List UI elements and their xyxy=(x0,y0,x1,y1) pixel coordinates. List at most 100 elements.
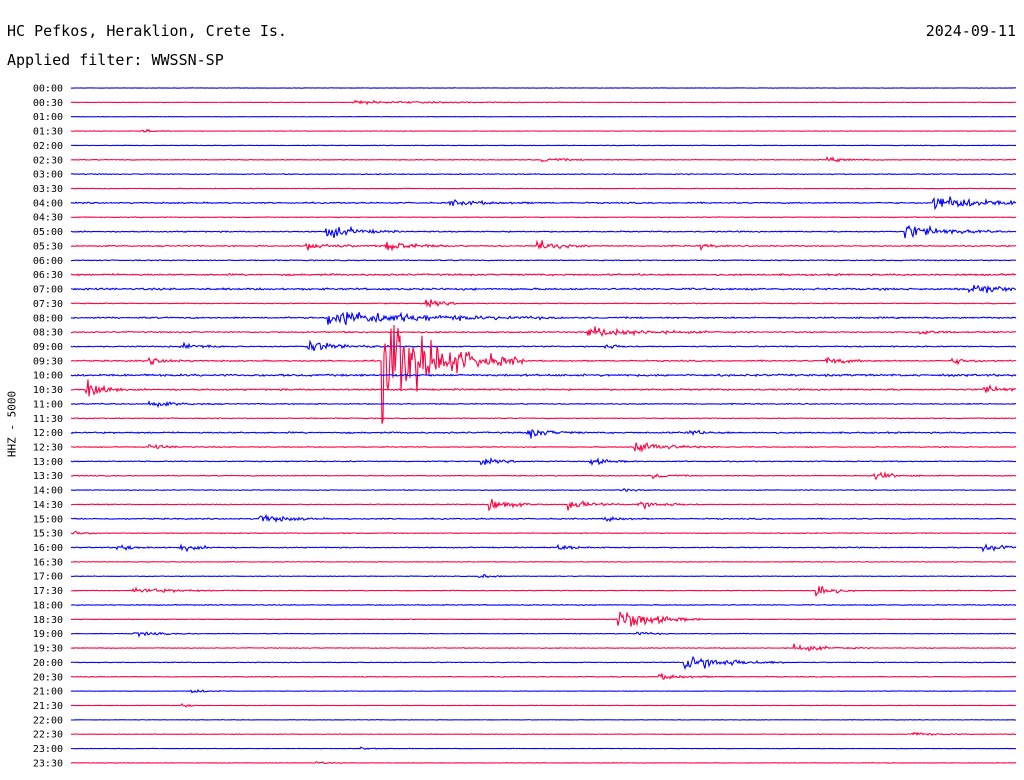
row-label-1300: 13:00 xyxy=(33,457,63,468)
row-label-1900: 19:00 xyxy=(33,629,63,640)
trace-row-1130 xyxy=(70,417,1017,420)
trace-row-1200 xyxy=(70,429,1017,439)
row-label-1230: 12:30 xyxy=(33,443,63,454)
trace-row-1400 xyxy=(70,487,1017,492)
row-label-2000: 20:00 xyxy=(33,658,63,669)
trace-row-0900 xyxy=(70,339,1017,352)
trace-row-1830 xyxy=(70,611,1017,627)
row-label-1430: 14:30 xyxy=(33,500,63,511)
trace-row-0730 xyxy=(70,299,1017,309)
row-label-0200: 02:00 xyxy=(33,141,63,152)
trace-row-1930 xyxy=(70,643,1017,652)
row-label-1600: 16:00 xyxy=(33,543,63,554)
trace-row-0530 xyxy=(70,239,1017,252)
trace-row-1700 xyxy=(70,573,1017,579)
row-label-2100: 21:00 xyxy=(33,687,63,698)
trace-row-0700 xyxy=(70,284,1017,294)
trace-row-1330 xyxy=(70,470,1017,481)
row-label-0830: 08:30 xyxy=(33,328,63,339)
filter-label: Applied filter: WWSSN-SP xyxy=(7,51,224,69)
trace-row-0800 xyxy=(70,311,1017,326)
row-label-1700: 17:00 xyxy=(33,572,63,583)
row-label-0500: 05:00 xyxy=(33,227,63,238)
row-label-2200: 22:00 xyxy=(33,715,63,726)
trace-row-0130 xyxy=(70,128,1017,133)
trace-row-0600 xyxy=(70,259,1017,262)
date-label: 2024-09-11 xyxy=(925,22,1016,40)
row-label-0800: 08:00 xyxy=(33,313,63,324)
row-label-0100: 01:00 xyxy=(33,112,63,123)
row-label-1000: 10:00 xyxy=(33,371,63,382)
trace-row-2100 xyxy=(70,688,1017,694)
trace-row-0430 xyxy=(70,216,1017,219)
row-labels: 00:00 00:30 01:00 01:30 02:00 02:30 03:00 03:30… xyxy=(33,84,63,770)
trace-row-0400 xyxy=(70,196,1017,211)
trace-row-0830 xyxy=(70,326,1017,338)
trace-row-0330 xyxy=(70,187,1017,190)
row-label-2330: 23:30 xyxy=(33,758,63,769)
trace-row-2200 xyxy=(70,718,1017,721)
row-label-1830: 18:30 xyxy=(33,615,63,626)
trace-row-0000 xyxy=(70,87,1017,89)
trace-row-2300 xyxy=(70,746,1017,750)
trace-row-1730 xyxy=(70,585,1017,597)
row-label-1400: 14:00 xyxy=(33,486,63,497)
row-label-1730: 17:30 xyxy=(33,586,63,597)
trace-row-2230 xyxy=(70,731,1017,737)
trace-row-1100 xyxy=(70,400,1017,409)
trace-row-1630 xyxy=(70,560,1017,563)
trace-row-0230 xyxy=(70,156,1017,163)
row-label-2230: 22:30 xyxy=(33,730,63,741)
row-label-0600: 06:00 xyxy=(33,256,63,267)
row-label-1130: 11:30 xyxy=(33,414,63,425)
trace-row-1900 xyxy=(70,631,1017,638)
row-label-0130: 01:30 xyxy=(33,127,63,138)
row-label-0930: 09:30 xyxy=(33,356,63,367)
row-label-0330: 03:30 xyxy=(33,184,63,195)
row-label-1500: 15:00 xyxy=(33,514,63,525)
row-label-0030: 00:30 xyxy=(33,98,63,109)
row-label-0900: 09:00 xyxy=(33,342,63,353)
trace-row-1300 xyxy=(70,456,1017,466)
trace-row-1530 xyxy=(70,530,1017,535)
row-label-0400: 04:00 xyxy=(33,198,63,209)
trace-row-1000 xyxy=(70,373,1017,378)
row-label-1330: 13:30 xyxy=(33,471,63,482)
trace-row-0030 xyxy=(70,99,1017,106)
trace-rows xyxy=(70,87,1017,765)
trace-row-1030 xyxy=(70,379,1017,397)
trace-row-0200 xyxy=(70,144,1017,147)
trace-row-1800 xyxy=(70,603,1017,607)
row-label-0230: 02:30 xyxy=(33,155,63,166)
trace-row-2130 xyxy=(71,702,1017,708)
trace-row-2000 xyxy=(70,655,1017,671)
row-label-1800: 18:00 xyxy=(33,600,63,611)
trace-row-1430 xyxy=(70,499,1017,512)
station-title: HC Pefkos, Heraklion, Crete Is. xyxy=(7,22,287,40)
row-label-1200: 12:00 xyxy=(33,428,63,439)
row-label-2130: 21:30 xyxy=(33,701,63,712)
row-label-1930: 19:30 xyxy=(33,644,63,655)
trace-row-1230 xyxy=(70,442,1017,453)
trace-row-0630 xyxy=(70,272,1017,277)
trace-row-0930 xyxy=(70,325,1017,424)
row-label-0430: 04:30 xyxy=(33,213,63,224)
row-label-1630: 16:30 xyxy=(33,557,63,568)
row-label-0530: 05:30 xyxy=(33,241,63,252)
row-label-2300: 23:00 xyxy=(33,744,63,755)
row-label-2030: 20:30 xyxy=(33,672,63,683)
trace-row-2330 xyxy=(70,761,1017,765)
row-label-0630: 06:30 xyxy=(33,270,63,281)
row-label-1030: 10:30 xyxy=(33,385,63,396)
trace-row-1600 xyxy=(70,543,1017,553)
trace-row-0500 xyxy=(70,224,1017,239)
trace-row-0300 xyxy=(70,172,1017,176)
row-label-0300: 03:00 xyxy=(33,170,63,181)
row-label-1530: 15:30 xyxy=(33,529,63,540)
trace-row-2030 xyxy=(70,673,1017,680)
row-label-1100: 11:00 xyxy=(33,399,63,410)
row-label-0700: 07:00 xyxy=(33,285,63,296)
row-label-0000: 00:00 xyxy=(33,84,63,95)
row-label-0730: 07:30 xyxy=(33,299,63,310)
